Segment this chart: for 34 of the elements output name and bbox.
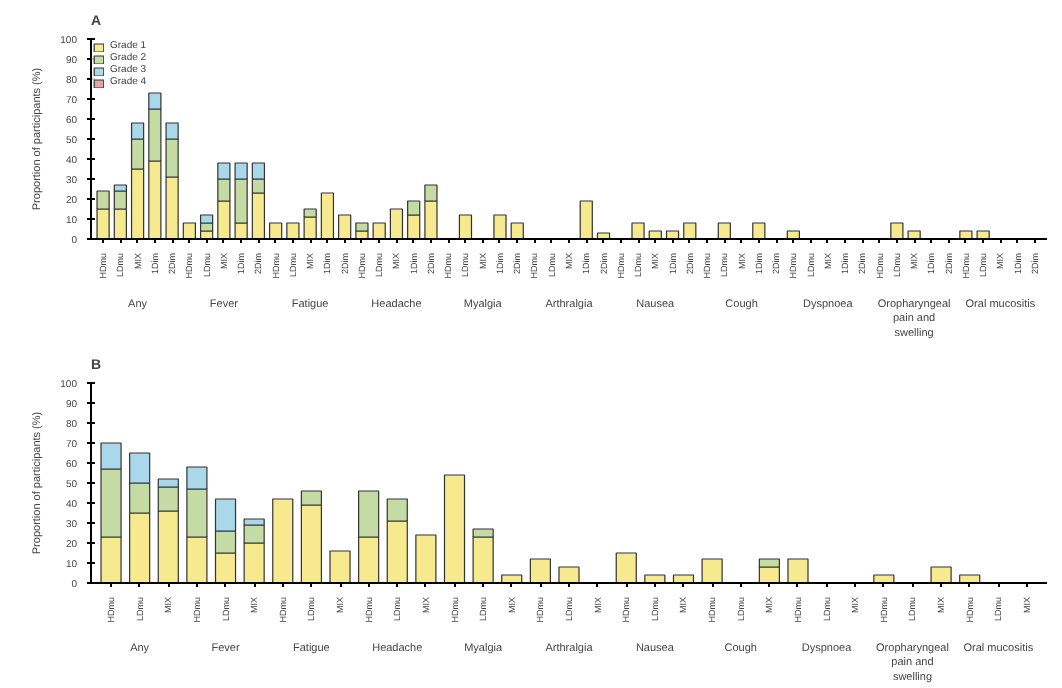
bar [579,200,593,239]
bar [873,574,895,583]
bar [338,214,352,239]
bar [558,566,580,583]
bar [443,474,466,583]
bar [501,574,523,583]
bar [701,558,723,583]
bar [665,230,680,239]
bar [472,536,494,583]
bar [672,574,695,583]
bar [717,222,731,239]
bar [596,232,611,239]
bar [786,230,800,239]
bar [272,498,294,583]
bar [683,222,697,239]
bar [959,574,981,583]
bar [199,214,214,224]
bar [182,222,196,239]
bar [752,222,766,239]
bar [644,574,666,583]
bar [529,558,551,583]
bar [631,222,645,239]
bar [389,208,404,239]
bar [930,566,952,583]
bar [458,214,473,239]
bar [269,222,283,239]
bar [493,214,507,239]
bar [787,558,809,583]
bar [615,552,637,583]
bar [320,192,335,239]
bar [415,534,437,583]
bar [510,222,524,239]
bar [648,230,662,239]
bar [329,550,351,583]
